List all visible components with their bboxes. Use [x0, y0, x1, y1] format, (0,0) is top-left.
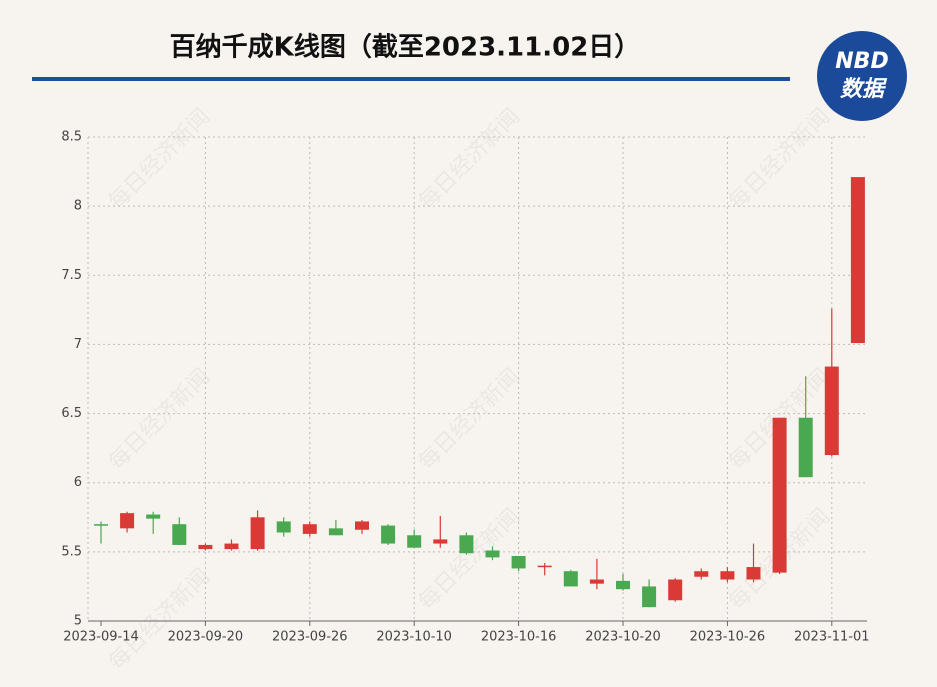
candle-body	[511, 556, 526, 569]
candle-body	[563, 571, 578, 587]
x-tick-label: 2023-10-20	[585, 630, 661, 645]
title-underline	[32, 77, 790, 81]
y-tick-label: 7	[74, 337, 82, 352]
candle-body	[224, 543, 239, 550]
candle-body	[172, 524, 187, 545]
x-tick-label: 2023-09-14	[63, 630, 139, 645]
candle-body	[485, 550, 500, 558]
candle-body	[798, 417, 813, 478]
chart-title: 百纳千成K线图（截至2023.11.02日）	[170, 32, 641, 63]
x-tick-label: 2023-10-26	[690, 630, 766, 645]
candle-body	[746, 567, 761, 580]
candle-body	[616, 580, 630, 590]
candle-body	[642, 586, 657, 608]
candle-body	[850, 177, 865, 344]
plot: 5 5.5 6 6.5 7 7.5 8 8.5 2023-09-14 2023-09-20 2023…	[61, 130, 869, 645]
y-tick-label: 8	[74, 199, 82, 214]
candle-body	[276, 521, 291, 533]
x-tick-label: 2023-10-16	[481, 630, 557, 645]
candle-body	[198, 544, 213, 550]
y-tick-label: 5	[74, 614, 82, 629]
candle-body	[694, 571, 709, 577]
candle-body	[433, 539, 448, 544]
y-tick-label: 5.5	[61, 544, 82, 559]
candle-body	[146, 514, 161, 519]
candle-body	[668, 579, 683, 601]
candle-body	[589, 579, 604, 584]
logo-bottom: 数据	[840, 77, 888, 102]
candle-body	[120, 513, 135, 529]
candle-body	[302, 524, 317, 534]
x-tick-label: 2023-09-26	[272, 630, 348, 645]
candle-body	[250, 517, 265, 550]
y-tick-label: 6	[74, 475, 82, 490]
candle-body	[459, 535, 474, 554]
y-tick-label: 8.5	[61, 130, 82, 145]
x-tick-label: 2023-10-10	[376, 630, 452, 645]
y-tick-label: 7.5	[61, 268, 82, 283]
y-tick-label: 6.5	[61, 406, 82, 421]
candle-body	[328, 528, 343, 536]
candle-body	[537, 565, 552, 568]
candle-body	[381, 525, 396, 544]
x-tick-label: 2023-09-20	[168, 630, 244, 645]
logo	[817, 31, 907, 121]
candle-body	[355, 521, 369, 530]
candle-body	[720, 571, 735, 580]
candle-body	[94, 524, 108, 526]
candle-body	[772, 417, 787, 573]
candle-body	[407, 535, 422, 548]
candle-body	[824, 366, 839, 456]
x-tick-label: 2023-11-01	[794, 630, 870, 645]
logo-top: NBD	[835, 49, 888, 74]
